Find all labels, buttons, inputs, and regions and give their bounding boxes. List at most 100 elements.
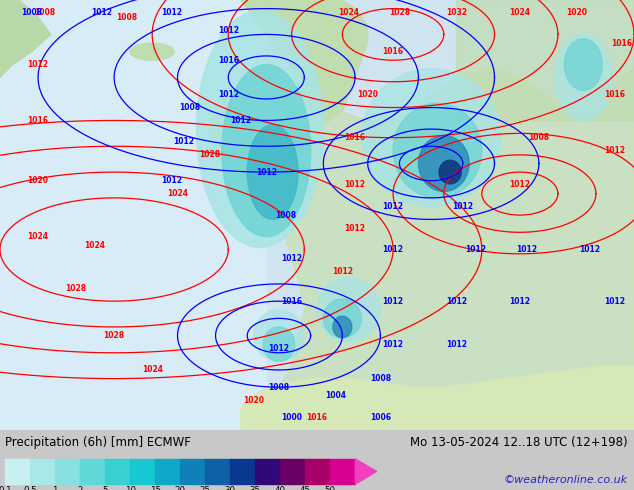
- Text: 35: 35: [250, 487, 261, 490]
- Text: 0.1: 0.1: [0, 487, 12, 490]
- Text: 1012: 1012: [173, 138, 195, 147]
- Text: 1012: 1012: [91, 8, 112, 18]
- Text: 1012: 1012: [452, 202, 474, 211]
- Text: 30: 30: [225, 487, 236, 490]
- Text: 1008: 1008: [34, 8, 55, 18]
- Ellipse shape: [418, 136, 469, 192]
- Text: 1028: 1028: [198, 150, 220, 159]
- Text: 1028: 1028: [389, 8, 410, 18]
- Text: 1004: 1004: [325, 392, 347, 400]
- Ellipse shape: [393, 103, 482, 198]
- Text: 1008: 1008: [370, 374, 391, 383]
- Bar: [105, 459, 130, 484]
- Ellipse shape: [555, 34, 612, 121]
- Text: 1032: 1032: [446, 8, 467, 18]
- Text: ©weatheronline.co.uk: ©weatheronline.co.uk: [503, 475, 628, 485]
- Text: 1008: 1008: [21, 8, 42, 18]
- Text: 20: 20: [175, 487, 186, 490]
- Text: 5: 5: [103, 487, 108, 490]
- Text: 1020: 1020: [566, 8, 588, 18]
- Polygon shape: [241, 69, 634, 430]
- Text: 1028: 1028: [103, 331, 125, 340]
- Text: 1012: 1012: [230, 116, 252, 125]
- Text: 1020: 1020: [243, 395, 264, 405]
- Text: 25: 25: [200, 487, 210, 490]
- Text: 1012: 1012: [446, 296, 467, 306]
- Bar: [180, 459, 205, 484]
- Ellipse shape: [361, 69, 501, 206]
- Text: 1024: 1024: [84, 241, 106, 250]
- Text: 1012: 1012: [515, 245, 537, 254]
- Bar: [280, 459, 306, 484]
- Polygon shape: [356, 459, 377, 484]
- Text: 1020: 1020: [357, 90, 378, 99]
- Text: 10: 10: [125, 487, 136, 490]
- Text: 1016: 1016: [382, 47, 404, 56]
- Text: 1012: 1012: [446, 340, 467, 349]
- Text: 1012: 1012: [382, 340, 404, 349]
- Text: 1024: 1024: [338, 8, 359, 18]
- Bar: [306, 459, 330, 484]
- Text: 1: 1: [53, 487, 58, 490]
- Text: 2: 2: [77, 487, 83, 490]
- Text: 40: 40: [275, 487, 286, 490]
- Text: 1012: 1012: [268, 344, 290, 353]
- Text: 1028: 1028: [65, 284, 87, 293]
- Polygon shape: [0, 0, 51, 77]
- Text: 15: 15: [150, 487, 160, 490]
- Text: 1012: 1012: [344, 223, 366, 233]
- Text: 1024: 1024: [27, 232, 49, 241]
- Text: 1012: 1012: [217, 90, 239, 99]
- Text: 1024: 1024: [141, 366, 163, 374]
- Ellipse shape: [263, 327, 295, 362]
- Bar: [256, 459, 280, 484]
- Text: Mo 13-05-2024 12..18 UTC (12+198): Mo 13-05-2024 12..18 UTC (12+198): [410, 436, 628, 449]
- Text: 1012: 1012: [160, 8, 182, 18]
- Text: 1008: 1008: [528, 133, 550, 142]
- Ellipse shape: [564, 39, 602, 90]
- Bar: [5, 459, 30, 484]
- Bar: [456, 0, 634, 121]
- Text: 1006: 1006: [370, 413, 391, 422]
- Text: Precipitation (6h) [mm] ECMWF: Precipitation (6h) [mm] ECMWF: [5, 436, 191, 449]
- Text: 1012: 1012: [217, 25, 239, 35]
- Text: 1016: 1016: [604, 90, 626, 99]
- Text: 1012: 1012: [382, 296, 404, 306]
- Text: 1024: 1024: [509, 8, 531, 18]
- Ellipse shape: [317, 277, 380, 342]
- Text: 1016: 1016: [281, 296, 302, 306]
- Text: 1012: 1012: [160, 176, 182, 185]
- Bar: [0, 0, 266, 430]
- Text: 1016: 1016: [344, 133, 366, 142]
- Text: 1008: 1008: [275, 211, 296, 220]
- Ellipse shape: [254, 310, 304, 362]
- Text: 1012: 1012: [509, 296, 531, 306]
- Ellipse shape: [130, 43, 174, 60]
- Ellipse shape: [333, 316, 352, 338]
- Text: 1012: 1012: [604, 296, 626, 306]
- Ellipse shape: [323, 299, 361, 338]
- Polygon shape: [241, 366, 634, 430]
- Text: 1024: 1024: [167, 189, 188, 198]
- Ellipse shape: [222, 65, 311, 237]
- Text: 1012: 1012: [27, 60, 49, 69]
- Text: 1008: 1008: [268, 383, 290, 392]
- Text: 1012: 1012: [579, 245, 600, 254]
- Text: 1016: 1016: [306, 413, 328, 422]
- Text: 1012: 1012: [256, 168, 277, 176]
- Bar: [80, 459, 105, 484]
- Bar: [155, 459, 180, 484]
- Text: 0.5: 0.5: [23, 487, 37, 490]
- Text: 50: 50: [325, 487, 336, 490]
- Bar: [330, 459, 356, 484]
- Text: 1000: 1000: [281, 413, 302, 422]
- Text: 1020: 1020: [27, 176, 49, 185]
- Text: 1012: 1012: [382, 245, 404, 254]
- Text: 1016: 1016: [217, 56, 239, 65]
- Text: 45: 45: [300, 487, 311, 490]
- Bar: [130, 459, 155, 484]
- Ellipse shape: [439, 160, 462, 184]
- Polygon shape: [209, 95, 235, 164]
- Text: 1012: 1012: [465, 245, 486, 254]
- Text: 1012: 1012: [281, 254, 302, 263]
